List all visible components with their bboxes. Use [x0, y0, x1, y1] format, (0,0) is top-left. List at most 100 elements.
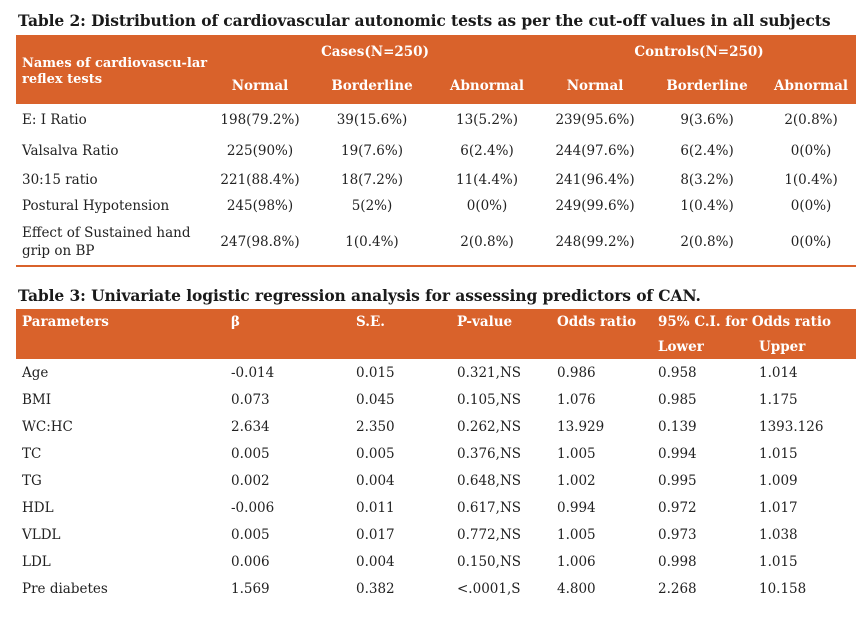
ci-lower-header: Lower [652, 334, 753, 359]
table-cell: 0.382 [356, 580, 395, 597]
table-cell: 0.005 [231, 445, 270, 462]
beta-header: β [225, 309, 350, 334]
table-row: WC:HC 2.634 2.350 0.262,NS 13.929 0.139 … [16, 413, 856, 440]
table-cell: 1.076 [557, 391, 596, 408]
table-cell: 0.015 [356, 364, 395, 381]
parameter-name: VLDL [22, 526, 61, 543]
table-cell: 0(0%) [790, 197, 832, 214]
logistic-regression-table: Parameters β S.E. P-value Odds ratio 95%… [16, 309, 856, 602]
table-cell: <.0001,S [457, 580, 521, 597]
table-cell: 1.175 [759, 391, 798, 408]
table3-caption: Table 3: Univariate logistic regression … [18, 286, 701, 305]
table-cell: 8(3.2%) [680, 171, 734, 188]
table-cell: 0.648,NS [457, 472, 521, 489]
parameter-name: WC:HC [22, 418, 73, 435]
table-cell: 1(0.4%) [680, 197, 734, 214]
table-cell: 10.158 [759, 580, 807, 597]
table-cell: 18(7.2%) [340, 171, 403, 188]
parameter-name: LDL [22, 553, 51, 570]
table-cell: 1.014 [759, 364, 798, 381]
table-cell: 1.015 [759, 553, 798, 570]
table-row: Postural Hypotension 245(98%) 5(2%) 0(0%… [16, 193, 856, 218]
cases-borderline-header: Borderline [312, 68, 432, 104]
table-cell: 1.005 [557, 526, 596, 543]
test-name-header: Names of cardiovascu-lar reflex tests [16, 35, 208, 104]
table-cell: 245(98%) [226, 197, 294, 214]
table-cell: 198(79.2%) [220, 111, 300, 128]
table2-caption: Table 2: Distribution of cardiovascular … [18, 11, 831, 30]
table-cell: 9(3.6%) [680, 111, 734, 128]
table-cell: 1.017 [759, 499, 798, 516]
cases-normal-header: Normal [208, 68, 312, 104]
table-cell: 0.150,NS [457, 553, 521, 570]
table-cell: 6(2.4%) [460, 142, 514, 159]
parameter-name: Age [22, 364, 49, 381]
cases-abnormal-header: Abnormal [432, 68, 543, 104]
se-header: S.E. [350, 309, 451, 334]
parameter-name: TC [22, 445, 42, 462]
controls-borderline-header: Borderline [648, 68, 767, 104]
parameter-name: Pre diabetes [22, 580, 108, 597]
table-cell: 2.634 [231, 418, 270, 435]
table-cell: 2.268 [658, 580, 697, 597]
controls-group-header: Controls(N=250) [542, 35, 857, 68]
parameter-name: TG [22, 472, 42, 489]
table-cell: 225(90%) [226, 142, 294, 159]
table-cell: 221(88.4%) [220, 171, 300, 188]
table-cell: 13(5.2%) [456, 111, 519, 128]
table-cell: 0.985 [658, 391, 697, 408]
table-cell: 0.002 [231, 472, 270, 489]
table-cell: 2(0.8%) [648, 218, 767, 267]
table-cell: 0.005 [356, 445, 395, 462]
table-cell: 0.004 [356, 472, 395, 489]
table-cell: 0.139 [658, 418, 697, 435]
table-cell: 0.011 [356, 499, 395, 516]
table-cell: 2(0.8%) [784, 111, 838, 128]
table-cell: 244(97.6%) [555, 142, 635, 159]
table-cell: 0(0%) [790, 142, 832, 159]
table-cell: 0.998 [658, 553, 697, 570]
table-cell: 13.929 [557, 418, 605, 435]
odds-ratio-header: Odds ratio [551, 309, 652, 334]
table-cell: 1.006 [557, 553, 596, 570]
table-cell: 39(15.6%) [336, 111, 408, 128]
table-cell: 1.015 [759, 445, 798, 462]
table-cell: 19(7.6%) [340, 142, 403, 159]
table-cell: 1(0.4%) [312, 218, 432, 267]
table-cell: 1.569 [231, 580, 270, 597]
table-cell: 0(0%) [466, 197, 508, 214]
table-cell: 6(2.4%) [680, 142, 734, 159]
parameter-name: HDL [22, 499, 54, 516]
table-cell: 0.004 [356, 553, 395, 570]
test-name: Effect of Sustained hand grip on BP [16, 218, 208, 267]
table-row: TC 0.005 0.005 0.376,NS 1.005 0.994 1.01… [16, 440, 856, 467]
table-cell: 0.986 [557, 364, 596, 381]
parameter-name: BMI [22, 391, 52, 408]
table-cell: 1393.126 [759, 418, 824, 435]
table-row: 30:15 ratio 221(88.4%) 18(7.2%) 11(4.4%)… [16, 166, 856, 193]
parameters-header: Parameters [16, 309, 225, 334]
table-cell: 2.350 [356, 418, 395, 435]
table-row: E: I Ratio 198(79.2%) 39(15.6%) 13(5.2%)… [16, 104, 856, 135]
controls-normal-header: Normal [542, 68, 649, 104]
ci-upper-header: Upper [753, 334, 856, 359]
table-row: Valsalva Ratio 225(90%) 19(7.6%) 6(2.4%)… [16, 135, 856, 166]
p-value-header: P-value [451, 309, 551, 334]
table-row: TG 0.002 0.004 0.648,NS 1.002 0.995 1.00… [16, 467, 856, 494]
table-cell: 0.994 [658, 445, 697, 462]
table-cell: 1(0.4%) [784, 171, 838, 188]
table-cell: 1.002 [557, 472, 596, 489]
table-cell: 0.073 [231, 391, 270, 408]
table-row: Age -0.014 0.015 0.321,NS 0.986 0.958 1.… [16, 359, 856, 386]
table-cell: 0.105,NS [457, 391, 521, 408]
table-cell: 4.800 [557, 580, 596, 597]
test-name: Valsalva Ratio [22, 142, 119, 159]
table-row: LDL 0.006 0.004 0.150,NS 1.006 0.998 1.0… [16, 548, 856, 575]
cardiovascular-tests-table: Names of cardiovascu-lar reflex tests Ca… [16, 35, 857, 267]
table-row: BMI 0.073 0.045 0.105,NS 1.076 0.985 1.1… [16, 386, 856, 413]
test-name: Postural Hypotension [22, 197, 170, 214]
table-row: Pre diabetes 1.569 0.382 <.0001,S 4.800 … [16, 575, 856, 602]
table-cell: 5(2%) [351, 197, 393, 214]
table-row: VLDL 0.005 0.017 0.772,NS 1.005 0.973 1.… [16, 521, 856, 548]
ci-header: 95% C.I. for Odds ratio [652, 309, 856, 334]
